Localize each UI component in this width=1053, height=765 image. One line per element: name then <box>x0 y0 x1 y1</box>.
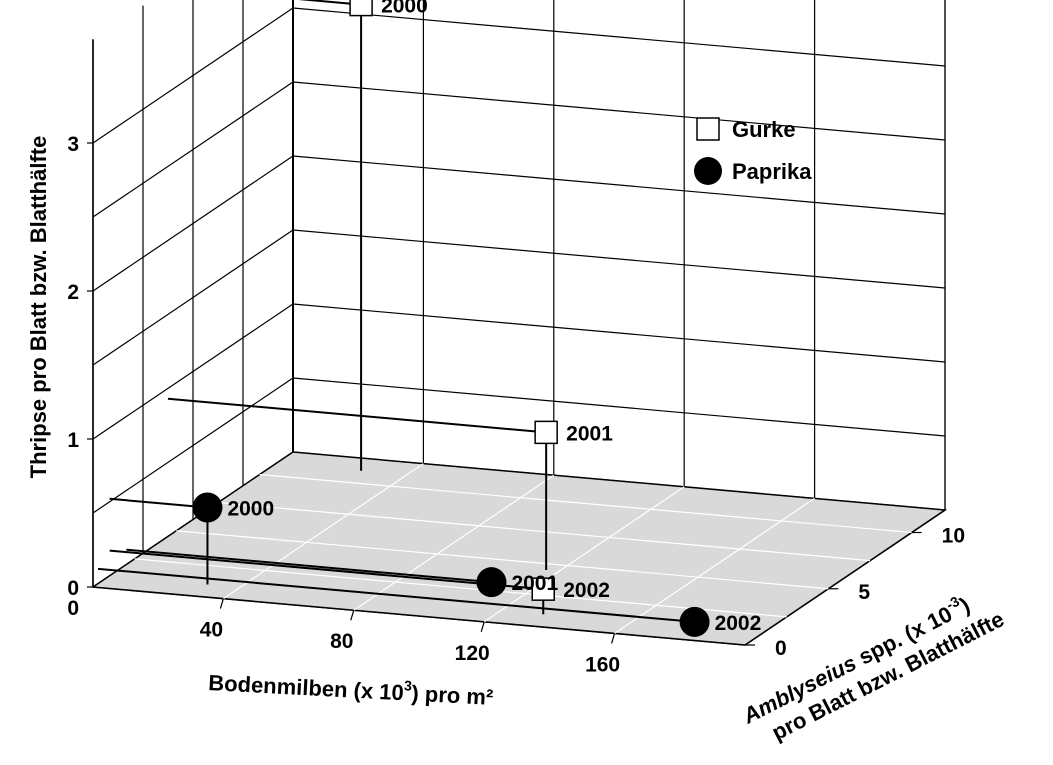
chart-walls <box>92 0 946 646</box>
left-wall-grid-horizontal <box>92 377 294 514</box>
legend: Gurke Paprika <box>694 117 812 185</box>
tick-labels: 0 1 2 3 0 40 80 120 160 0 5 10 <box>67 133 965 676</box>
reference-line <box>167 397 547 434</box>
floor-plane <box>90 451 948 646</box>
left-wall-grid-horizontal <box>92 229 294 366</box>
y-tick-label: 0 <box>67 577 79 600</box>
x-tick-label: 160 <box>585 653 620 676</box>
x-tick-mark <box>350 610 355 621</box>
z-tick-label: 10 <box>942 525 965 548</box>
drop-lines <box>97 0 696 637</box>
reference-line <box>97 567 695 623</box>
gurke-open-square-marker <box>531 577 555 601</box>
left-wall-grid-horizontal <box>92 81 294 218</box>
data-point-label: 2001 <box>566 422 613 445</box>
back-wall-grid-horizontal <box>292 7 946 67</box>
x-tick-label: 120 <box>455 642 490 665</box>
back-wall-grid-horizontal <box>292 81 946 141</box>
x-axis-label: Bodenmilben (x 103) pro m² <box>208 667 494 710</box>
y-tick-label: 3 <box>67 133 79 156</box>
gurke-open-square-marker <box>534 420 558 445</box>
y-tick-label: 1 <box>67 429 79 452</box>
data-point-label: 2000 <box>227 497 274 520</box>
reference-line <box>109 497 208 509</box>
data-point-label: 2002 <box>715 612 762 635</box>
data-point-label: 2002 <box>563 579 610 602</box>
back-wall-grid-horizontal <box>292 303 946 363</box>
legend-open-square-icon <box>696 117 720 141</box>
x-tick-label: 80 <box>330 630 353 653</box>
x-tick-mark <box>219 598 224 609</box>
data-point-label: 2001 <box>511 572 558 595</box>
legend-label-paprika: Paprika <box>732 159 812 184</box>
x-axis-label-suffix: ) pro m² <box>411 681 494 710</box>
gurke-open-square-marker <box>349 0 373 17</box>
paprika-filled-circle-marker <box>679 606 710 637</box>
back-wall-grid-horizontal <box>292 377 946 437</box>
paprika-filled-circle-marker <box>476 567 507 598</box>
floor-grid-line-z <box>176 530 829 590</box>
left-wall-grid-horizontal <box>92 7 294 144</box>
legend-label-gurke: Gurke <box>732 117 796 142</box>
data-point-label: 2000 <box>381 0 428 18</box>
z-tick-label: 0 <box>775 637 787 660</box>
y-axis-label: Thripse pro Blatt bzw. Blatthälfte <box>26 136 51 479</box>
reference-line <box>109 549 544 591</box>
left-wall-grid-horizontal <box>92 303 294 440</box>
x-axis-label-main: Bodenmilben (x 10 <box>208 670 405 705</box>
legend-filled-circle-icon <box>694 157 722 185</box>
z-tick-label: 5 <box>858 581 870 604</box>
back-wall-grid-horizontal <box>292 229 946 289</box>
paprika-filled-circle-marker <box>192 492 223 523</box>
reference-line <box>298 0 362 6</box>
floor-grid-line-z <box>259 473 912 534</box>
left-wall-grid-horizontal <box>92 155 294 292</box>
x-tick-mark <box>480 621 485 632</box>
floor-grid-line-z <box>217 502 871 562</box>
y-tick-label: 2 <box>67 281 79 304</box>
floor-grid-line-z <box>134 558 787 618</box>
x-tick-mark <box>611 633 616 644</box>
back-wall-grid-horizontal <box>292 155 946 215</box>
chart-floor <box>90 451 948 646</box>
x-origin-tick-label: 0 <box>67 597 79 620</box>
x-tick-label: 40 <box>200 619 223 642</box>
reference-line <box>126 548 492 584</box>
x-axis-label-exponent: 3 <box>404 677 413 693</box>
